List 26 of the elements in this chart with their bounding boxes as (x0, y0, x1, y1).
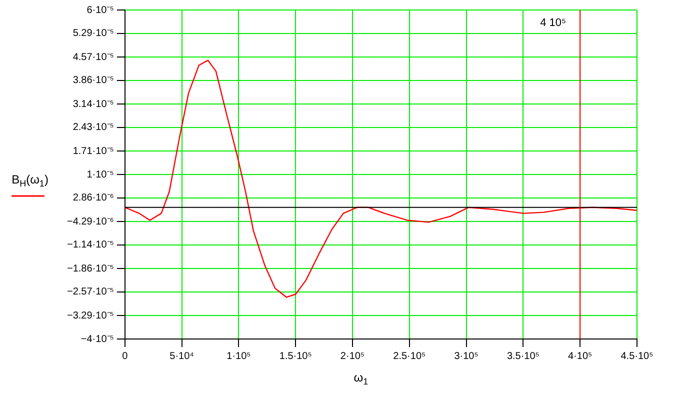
y-tick-label: 1·10⁻⁵ (86, 169, 114, 180)
x-tick-label: 2·10⁵ (340, 350, 365, 362)
y-tick-label: −4.29·10⁻⁶ (67, 216, 114, 228)
x-tick-label: 4·10⁵ (568, 350, 592, 362)
y-tick-label: 3.14·10⁻⁵ (72, 98, 114, 110)
x-tick-label: 3·10⁵ (454, 350, 478, 362)
y-tick-label: 1.71·10⁻⁵ (72, 146, 114, 157)
x-tick-label: 5·10⁴ (170, 350, 194, 362)
x-tick-label: 0 (122, 350, 128, 362)
ref-line-label: 4 10⁵ (540, 17, 566, 30)
y-tick-label: −3.29·10⁻⁵ (66, 310, 114, 322)
x-tick-label: 1.5·10⁵ (279, 350, 312, 362)
x-tick-label: 1·10⁵ (226, 350, 251, 362)
y-tick-label: 3.86·10⁻⁵ (72, 75, 114, 86)
y-tick-label: 5.29·10⁻⁵ (72, 28, 114, 40)
y-tick-label: 6·10⁻⁵ (86, 4, 114, 16)
y-tick-label: −2.57·10⁻⁵ (66, 286, 114, 298)
x-tick-label: 4.5·10⁵ (620, 350, 654, 362)
y-tick-label: 2.43·10⁻⁵ (72, 122, 114, 134)
y-tick-label: −4·10⁻⁵ (80, 334, 114, 345)
y-tick-label: 4.57·10⁻⁵ (72, 52, 114, 63)
x-tick-label: 3.5·10⁵ (506, 350, 540, 362)
y-tick-label: −1.86·10⁻⁵ (66, 263, 114, 274)
y-tick-label: 2.86·10⁻⁶ (72, 192, 114, 204)
x-tick-label: 2.5·10⁵ (393, 350, 426, 362)
y-tick-label: −1.14·10⁻⁵ (66, 240, 114, 251)
